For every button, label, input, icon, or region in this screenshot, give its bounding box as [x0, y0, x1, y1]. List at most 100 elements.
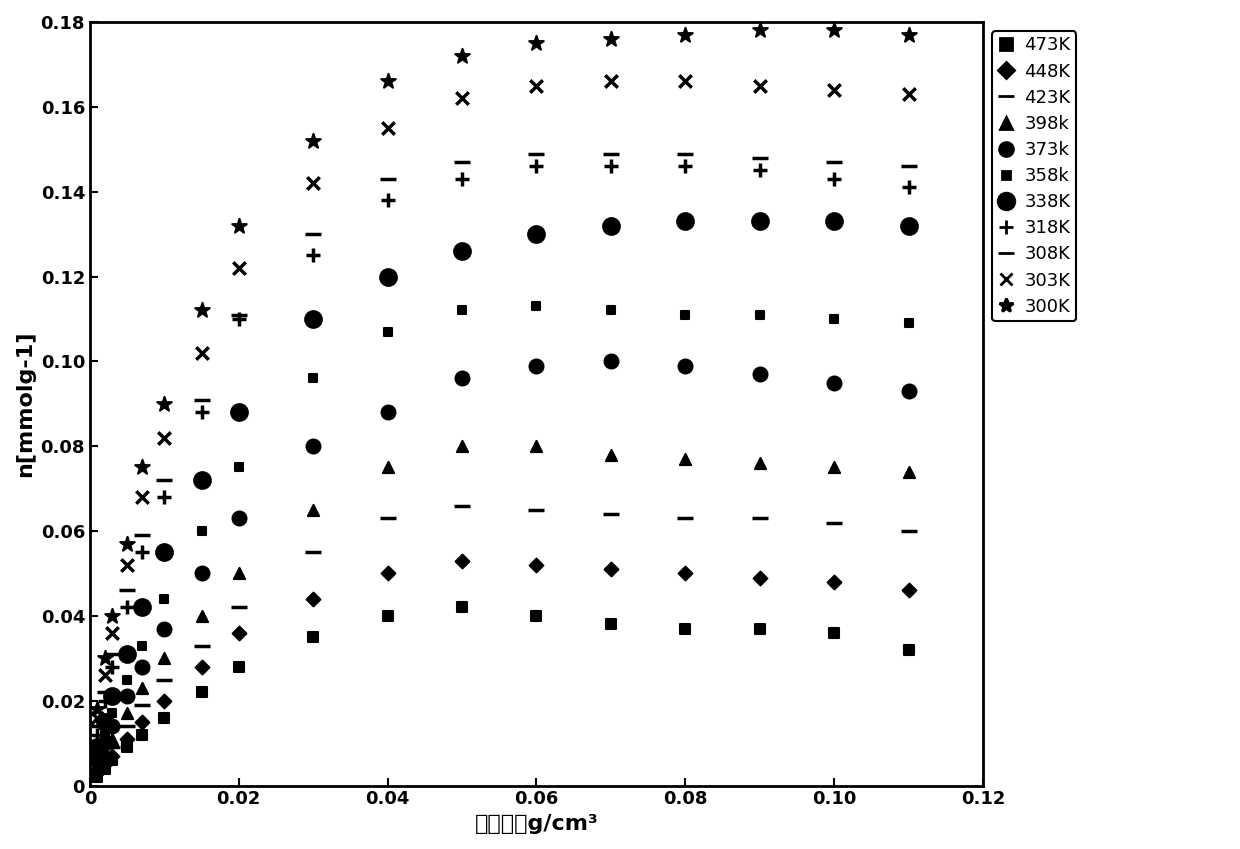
Point	[304, 630, 324, 644]
Point	[118, 672, 138, 686]
Point	[899, 219, 919, 233]
Point	[155, 545, 175, 559]
Point	[378, 75, 398, 88]
Point	[825, 24, 844, 37]
Point	[676, 453, 696, 466]
Point	[95, 668, 115, 682]
Point	[527, 558, 547, 571]
Point	[88, 728, 108, 741]
Point	[527, 359, 547, 373]
Point	[676, 512, 696, 526]
Point	[601, 355, 621, 368]
Point	[453, 172, 472, 186]
Point	[453, 499, 472, 513]
Point	[229, 600, 249, 614]
Point	[229, 308, 249, 322]
Point	[133, 545, 153, 559]
Point	[601, 508, 621, 521]
Point	[601, 219, 621, 233]
Point	[453, 92, 472, 105]
Point	[118, 689, 138, 703]
Point	[88, 702, 108, 716]
Point	[750, 512, 770, 526]
Point	[378, 609, 398, 622]
Point	[378, 270, 398, 284]
Point	[453, 372, 472, 385]
Point	[899, 87, 919, 101]
Point	[378, 325, 398, 339]
Point	[192, 609, 212, 622]
Point	[103, 706, 123, 720]
Point	[95, 736, 115, 750]
Point	[229, 406, 249, 419]
Point	[304, 503, 324, 517]
Point	[825, 83, 844, 97]
Point	[95, 715, 115, 728]
Point	[133, 600, 153, 614]
Point	[118, 740, 138, 754]
Point	[95, 651, 115, 665]
Point	[118, 600, 138, 614]
Point	[378, 194, 398, 207]
Point	[133, 461, 153, 475]
Point	[88, 770, 108, 784]
Point	[103, 732, 123, 745]
Point	[750, 215, 770, 228]
Point	[304, 177, 324, 190]
Point	[192, 660, 212, 673]
Point	[133, 638, 153, 652]
Point	[825, 155, 844, 169]
Point	[118, 706, 138, 720]
Point	[676, 621, 696, 635]
Point	[192, 346, 212, 360]
Point	[192, 685, 212, 699]
Point	[453, 49, 472, 63]
Point	[133, 728, 153, 741]
Point	[103, 719, 123, 733]
Point	[95, 685, 115, 699]
Point	[304, 440, 324, 453]
Point	[133, 660, 153, 673]
Point	[118, 583, 138, 597]
Point	[825, 376, 844, 390]
Point	[527, 160, 547, 173]
Point	[103, 749, 123, 762]
Point	[155, 711, 175, 724]
Point	[304, 372, 324, 385]
Point	[676, 28, 696, 42]
Point	[453, 440, 472, 453]
Point	[103, 740, 123, 754]
Point	[527, 609, 547, 622]
Point	[453, 245, 472, 258]
Point	[229, 512, 249, 526]
Point	[192, 393, 212, 407]
Point	[750, 571, 770, 584]
Point	[229, 566, 249, 580]
Point	[676, 566, 696, 580]
Point	[229, 312, 249, 326]
Point	[378, 172, 398, 186]
Point	[103, 753, 123, 767]
Point	[103, 626, 123, 639]
Point	[192, 638, 212, 652]
Point	[118, 537, 138, 550]
Point	[899, 160, 919, 173]
Point	[527, 300, 547, 313]
Point	[899, 28, 919, 42]
Point	[378, 461, 398, 475]
Y-axis label: n[mmolg-1]: n[mmolg-1]	[15, 330, 35, 477]
Point	[88, 749, 108, 762]
Point	[676, 359, 696, 373]
Point	[750, 79, 770, 93]
Point	[118, 719, 138, 733]
Point	[899, 465, 919, 479]
Point	[899, 643, 919, 656]
Point	[527, 228, 547, 241]
Point	[825, 172, 844, 186]
Point	[155, 672, 175, 686]
Point	[601, 32, 621, 46]
Point	[133, 681, 153, 694]
Point	[750, 621, 770, 635]
Point	[88, 740, 108, 754]
Point	[825, 516, 844, 530]
